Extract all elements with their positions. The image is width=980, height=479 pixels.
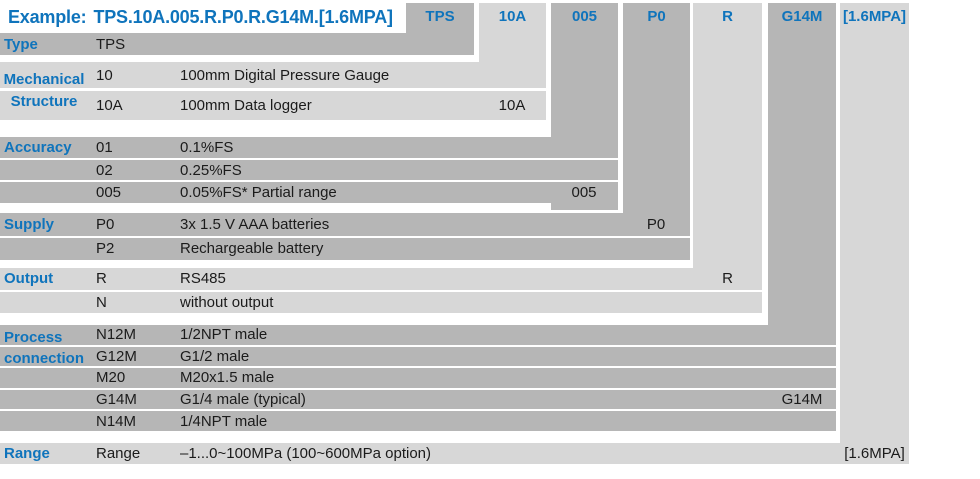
- row-desc: 0.25%FS: [180, 161, 242, 179]
- row-code: G14M: [96, 391, 137, 409]
- row-process-g14m: G14M G1/4 male (typical) G14M: [0, 389, 836, 410]
- header-code-r: R: [722, 8, 733, 25]
- row-code: G12M: [96, 347, 137, 365]
- row-code: 005: [96, 184, 122, 202]
- row-code: P2: [96, 240, 115, 258]
- label-line: Structure: [10, 93, 78, 110]
- row-code: R: [96, 270, 107, 288]
- row-type-tps: TPS: [0, 33, 474, 55]
- row-code: N12M: [96, 326, 137, 344]
- row-process-n12m: N12M 1/2NPT male: [0, 325, 836, 345]
- row-desc: RS485: [180, 270, 226, 288]
- section-label-type: Type: [4, 35, 38, 53]
- row-range: Range –1...0~100MPa (100~600MPa option) …: [0, 443, 909, 464]
- section-label-mechanical-structure: Mechanical Structure: [0, 69, 88, 113]
- header-code-005: 005: [571, 8, 598, 25]
- row-mech-10: 10 100mm Digital Pressure Gauge: [0, 62, 546, 88]
- selected-code-005: 005: [571, 184, 597, 202]
- section-type: Type TPS: [0, 33, 474, 55]
- row-desc: G1/4 male (typical): [180, 391, 306, 409]
- row-desc: Rechargeable battery: [180, 240, 324, 258]
- row-desc: 100mm Digital Pressure Gauge: [180, 66, 390, 84]
- section-label-supply: Supply: [4, 216, 55, 233]
- row-code: 01: [96, 138, 113, 156]
- row-process-g12m: G12M G1/2 male: [0, 346, 836, 367]
- example-label: Example:: [8, 7, 87, 27]
- row-desc: –1...0~100MPa (100~600MPa option): [180, 445, 432, 462]
- row-code: TPS: [96, 35, 126, 53]
- section-label-range: Range: [4, 445, 50, 462]
- label-line: Mechanical: [3, 71, 85, 88]
- row-code: Range: [96, 445, 141, 462]
- example-heading: Example: TPS.10A.005.R.P0.R.G14M.[1.6MPA]: [8, 4, 393, 30]
- section-label-process-connection: Process connection: [4, 327, 84, 369]
- selected-code-p0: P0: [646, 215, 666, 233]
- row-accuracy-01: 01 0.1%FS: [0, 137, 618, 158]
- row-desc: M20x1.5 male: [180, 369, 275, 387]
- row-desc: 0.05%FS* Partial range: [180, 184, 337, 202]
- code-column-r: R: [693, 3, 762, 313]
- selected-code-r: R: [722, 270, 733, 288]
- code-column-1-6mpa: [1.6MPA]: [840, 3, 909, 464]
- row-desc: G1/2 male: [180, 347, 250, 365]
- row-desc: 1/2NPT male: [180, 326, 268, 344]
- row-code: 10: [96, 66, 113, 84]
- row-code: N14M: [96, 412, 137, 430]
- row-supply-p0: P0 3x 1.5 V AAA batteries P0: [0, 213, 690, 236]
- row-code: 10A: [96, 97, 123, 114]
- row-code: P0: [96, 215, 115, 233]
- section-process-connection: Process connection N12M 1/2NPT male G12M…: [0, 325, 836, 431]
- row-accuracy-02: 02 0.25%FS: [0, 159, 618, 181]
- row-mech-10a: 10A 100mm Data logger 10A: [0, 91, 546, 120]
- header-code-1-6mpa: [1.6MPA]: [842, 8, 907, 25]
- row-desc: 100mm Data logger: [180, 97, 312, 114]
- section-label-output: Output: [4, 270, 54, 287]
- section-supply: Supply P0 3x 1.5 V AAA batteries P0 P2 R…: [0, 213, 690, 260]
- row-code: N: [96, 293, 107, 311]
- selected-code-g14m: G14M: [781, 391, 823, 409]
- example-code: TPS.10A.005.R.P0.R.G14M.[1.6MPA]: [93, 7, 393, 27]
- header-code-tps: TPS: [425, 8, 455, 25]
- label-line: connection: [4, 350, 85, 367]
- row-supply-p2: P2 Rechargeable battery: [0, 237, 690, 260]
- row-process-m20: M20 M20x1.5 male: [0, 368, 836, 388]
- header-code-10a: 10A: [498, 8, 527, 25]
- row-output-n: N without output: [0, 291, 762, 313]
- section-label-accuracy: Accuracy: [4, 138, 72, 156]
- row-desc: 1/4NPT male: [180, 412, 268, 430]
- header-code-g14m: G14M: [781, 8, 823, 25]
- header-code-p0: P0: [647, 8, 666, 25]
- row-code: M20: [96, 369, 126, 387]
- row-process-n14m: N14M 1/4NPT male: [0, 411, 836, 431]
- row-desc: 0.1%FS: [180, 138, 234, 156]
- row-desc: 3x 1.5 V AAA batteries: [180, 215, 330, 233]
- row-output-r: R RS485 R: [0, 268, 762, 290]
- section-output: Output R RS485 R N without output: [0, 268, 762, 313]
- row-accuracy-005: 005 0.05%FS* Partial range 005: [0, 182, 618, 204]
- row-code: 02: [96, 161, 113, 179]
- section-range: Range Range –1...0~100MPa (100~600MPa op…: [0, 443, 909, 464]
- section-accuracy: Accuracy 01 0.1%FS 02 0.25%FS 005 0.05%F…: [0, 137, 618, 204]
- section-mechanical-structure: Mechanical Structure 10 100mm Digital Pr…: [0, 62, 546, 120]
- label-line: Process: [4, 329, 63, 346]
- selected-code-1-6mpa: [1.6MPA]: [844, 445, 905, 462]
- selected-code-10a: 10A: [498, 97, 526, 114]
- row-desc: without output: [180, 293, 274, 311]
